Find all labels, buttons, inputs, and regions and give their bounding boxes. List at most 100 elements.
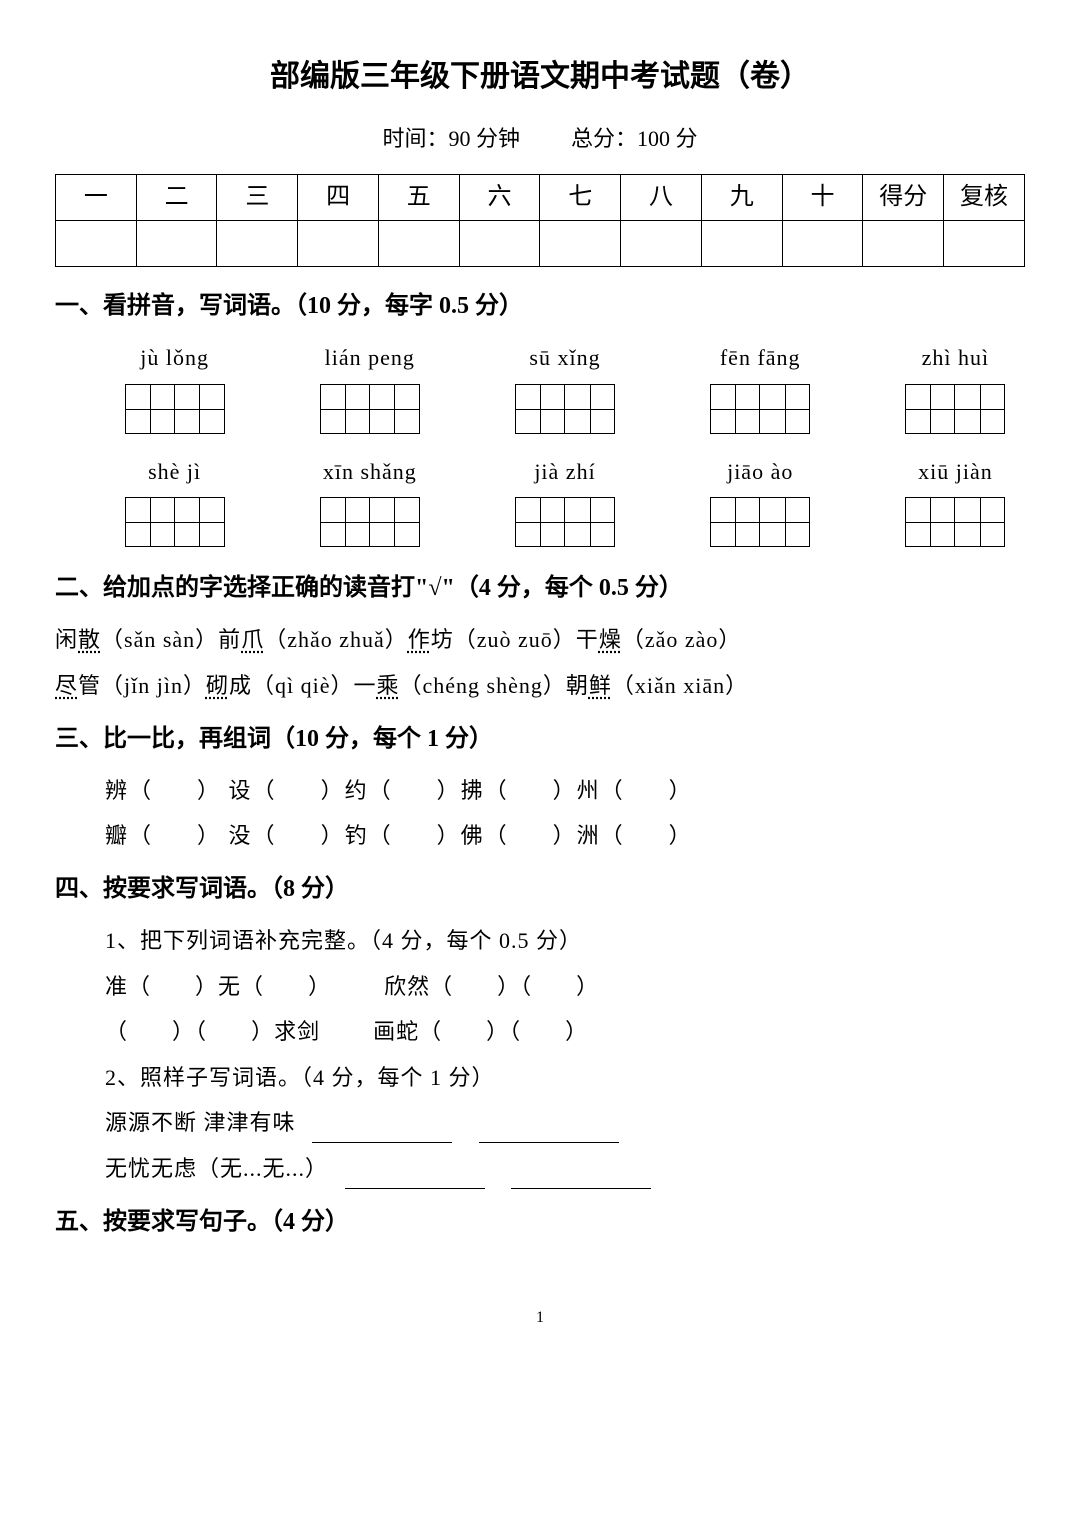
q3-line2: 瓣（ ） 没（ ）钓（ ）佛（ ）洲（ ） (105, 816, 1025, 856)
score-table: 一 二 三 四 五 六 七 八 九 十 得分 复核 (55, 174, 1025, 267)
dotted-char: 爪 (241, 627, 264, 652)
dotted-char: 鲜 (589, 673, 612, 698)
q4-line1: 准（ ）无（ ） 欣然（ ）（ ） (105, 967, 1025, 1007)
pinyin-item: fēn fāng (691, 338, 830, 434)
pinyin-row: shè jì xīn shǎng jià zhí jiāo ào xiū jià… (105, 452, 1025, 548)
char-box[interactable] (565, 497, 615, 547)
th-7: 七 (540, 174, 621, 220)
blank-cell[interactable] (217, 220, 298, 266)
th-1: 一 (56, 174, 137, 220)
pinyin-text: shè jì (105, 452, 244, 492)
char-box[interactable] (710, 384, 760, 434)
pinyin-item: xiū jiàn (886, 452, 1025, 548)
exam-subtitle: 时间：90 分钟 总分：100 分 (55, 119, 1025, 159)
char-box[interactable] (515, 384, 565, 434)
dotted-char: 尽 (55, 673, 78, 698)
pinyin-item: shè jì (105, 452, 244, 548)
blank-line[interactable] (479, 1121, 619, 1143)
char-box[interactable] (955, 384, 1005, 434)
th-2: 二 (136, 174, 217, 220)
total-score-label: 总分：100 分 (571, 126, 698, 151)
char-box[interactable] (760, 497, 810, 547)
dotted-char: 散 (78, 627, 101, 652)
q3-line1: 辨（ ） 设（ ）约（ ）拂（ ）州（ ） (105, 771, 1025, 811)
char-box[interactable] (175, 497, 225, 547)
blank-cell[interactable] (540, 220, 621, 266)
pinyin-row: jù lǒng lián peng sū xǐng fēn fāng zhì h… (105, 338, 1025, 434)
pinyin-text: zhì huì (886, 338, 1025, 378)
q4-line2: （ ）（ ）求剑 画蛇（ ）（ ） (105, 1012, 1025, 1052)
pinyin-text: jù lǒng (105, 338, 244, 378)
char-box[interactable] (760, 384, 810, 434)
q4-heading: 四、按要求写词语。（8 分） (55, 868, 1025, 911)
dotted-char: 作 (408, 627, 431, 652)
char-box[interactable] (125, 384, 175, 434)
q2-line1: 闲散（sǎn sàn）前爪（zhǎo zhuǎ）作坊（zuò zuō）干燥（zǎ… (55, 620, 1025, 660)
th-score: 得分 (863, 174, 944, 220)
table-row (56, 220, 1025, 266)
time-label: 时间：90 分钟 (382, 126, 520, 151)
char-box[interactable] (905, 497, 955, 547)
blank-line[interactable] (511, 1167, 651, 1189)
pinyin-item: jù lǒng (105, 338, 244, 434)
blank-cell[interactable] (136, 220, 217, 266)
th-4: 四 (298, 174, 379, 220)
th-6: 六 (459, 174, 540, 220)
char-box[interactable] (955, 497, 1005, 547)
pinyin-item: xīn shǎng (300, 452, 439, 548)
th-3: 三 (217, 174, 298, 220)
blank-cell[interactable] (298, 220, 379, 266)
char-box[interactable] (320, 497, 370, 547)
th-10: 十 (782, 174, 863, 220)
pinyin-item: lián peng (300, 338, 439, 434)
exam-title: 部编版三年级下册语文期中考试题（卷） (55, 50, 1025, 104)
th-9: 九 (701, 174, 782, 220)
th-8: 八 (621, 174, 702, 220)
blank-cell[interactable] (459, 220, 540, 266)
blank-line[interactable] (312, 1121, 452, 1143)
q3-heading: 三、比一比，再组词（10 分，每个 1 分） (55, 718, 1025, 761)
q4-sub1: 1、把下列词语补充完整。（4 分，每个 0.5 分） (105, 921, 1025, 961)
dotted-char: 乘 (376, 673, 399, 698)
char-box[interactable] (710, 497, 760, 547)
pinyin-item: sū xǐng (495, 338, 634, 434)
blank-cell[interactable] (701, 220, 782, 266)
blank-cell[interactable] (621, 220, 702, 266)
char-box[interactable] (320, 384, 370, 434)
pinyin-text: sū xǐng (495, 338, 634, 378)
pinyin-text: jià zhí (495, 452, 634, 492)
page-number: 1 (55, 1304, 1025, 1333)
pinyin-text: xīn shǎng (300, 452, 439, 492)
dotted-char: 燥 (599, 627, 622, 652)
blank-line[interactable] (345, 1167, 485, 1189)
q4-sub2: 2、照样子写词语。（4 分，每个 1 分） (105, 1058, 1025, 1098)
char-box[interactable] (515, 497, 565, 547)
char-box[interactable] (175, 384, 225, 434)
blank-cell[interactable] (782, 220, 863, 266)
pinyin-item: jiāo ào (691, 452, 830, 548)
char-box[interactable] (905, 384, 955, 434)
pinyin-text: xiū jiàn (886, 452, 1025, 492)
th-review: 复核 (944, 174, 1025, 220)
blank-cell[interactable] (378, 220, 459, 266)
q2-line2: 尽管（jǐn jìn）砌成（qì qiè）一乘（chéng shèng）朝鲜（x… (55, 666, 1025, 706)
pinyin-text: jiāo ào (691, 452, 830, 492)
th-5: 五 (378, 174, 459, 220)
char-box[interactable] (370, 497, 420, 547)
blank-cell[interactable] (944, 220, 1025, 266)
char-box[interactable] (125, 497, 175, 547)
pinyin-text: fēn fāng (691, 338, 830, 378)
q5-heading: 五、按要求写句子。（4 分） (55, 1201, 1025, 1244)
char-box[interactable] (370, 384, 420, 434)
q4-ex1: 源源不断 津津有味 (105, 1103, 1025, 1143)
pinyin-item: jià zhí (495, 452, 634, 548)
q4-ex2: 无忧无虑（无...无...） (105, 1149, 1025, 1189)
table-row: 一 二 三 四 五 六 七 八 九 十 得分 复核 (56, 174, 1025, 220)
pinyin-item: zhì huì (886, 338, 1025, 434)
blank-cell[interactable] (863, 220, 944, 266)
pinyin-text: lián peng (300, 338, 439, 378)
char-box[interactable] (565, 384, 615, 434)
q2-heading: 二、给加点的字选择正确的读音打"√"（4 分，每个 0.5 分） (55, 567, 1025, 610)
blank-cell[interactable] (56, 220, 137, 266)
dotted-char: 砌 (206, 673, 229, 698)
